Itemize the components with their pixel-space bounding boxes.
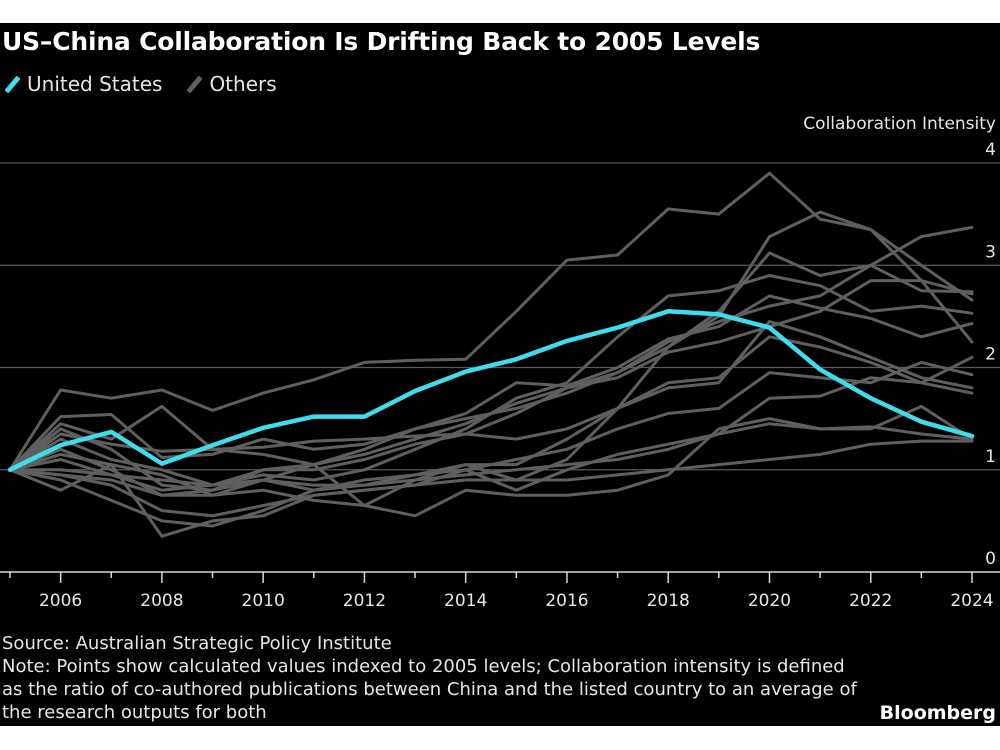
x-tick-label: 2024 — [950, 591, 993, 611]
x-tick-label: 2018 — [647, 591, 690, 611]
series-line-others — [8, 225, 974, 492]
note-line: as the ratio of co-authored publications… — [2, 679, 857, 700]
series-line-others — [8, 422, 974, 487]
series-line-others — [8, 279, 974, 492]
y-tick-label: 2 — [985, 345, 996, 365]
x-tick-label: 2022 — [849, 591, 892, 611]
note-line: Note: Points show calculated values inde… — [2, 656, 845, 677]
y-tick-label: 0 — [985, 549, 996, 569]
y-tick-label: 1 — [985, 447, 996, 467]
y-axis-label: Collaboration Intensity — [803, 114, 996, 134]
source-text: Source: Australian Strategic Policy Inst… — [2, 633, 392, 654]
note-line: the research outputs for both — [2, 702, 267, 723]
x-tick-label: 2014 — [444, 591, 487, 611]
series-line-others — [8, 171, 974, 472]
x-tick-label: 2006 — [39, 591, 82, 611]
series-line-others — [8, 439, 974, 518]
legend-label: United States — [27, 72, 163, 96]
x-tick-label: 2016 — [545, 591, 588, 611]
y-tick-label: 3 — [985, 242, 996, 262]
legend-item-united-states: United States — [2, 72, 162, 96]
series-line-others — [8, 320, 974, 472]
series-line-others — [8, 360, 974, 528]
x-tick-label: 2020 — [748, 591, 791, 611]
legend-label: Others — [209, 72, 277, 96]
legend: United States Others — [2, 72, 299, 96]
x-tick-label: 2010 — [242, 591, 285, 611]
x-tick-label: 2012 — [343, 591, 386, 611]
bloomberg-logo: Bloomberg — [879, 702, 996, 724]
series-line-united-states — [7, 309, 975, 473]
chart-title: US–China Collaboration Is Drifting Back … — [2, 27, 761, 56]
series-line-others — [8, 294, 974, 472]
footer: Source: Australian Strategic Policy Inst… — [2, 632, 857, 724]
legend-item-others: Others — [184, 72, 277, 96]
x-tick-label: 2008 — [140, 591, 183, 611]
y-tick-label: 4 — [985, 140, 996, 160]
